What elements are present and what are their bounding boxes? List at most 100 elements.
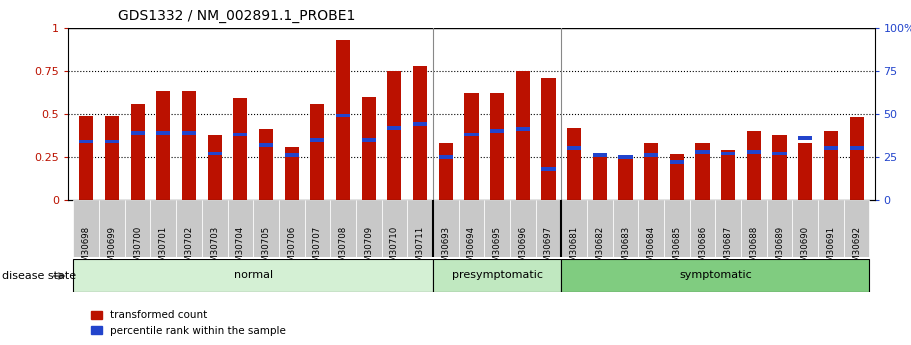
Bar: [619, 157, 632, 200]
Bar: [413, 122, 427, 126]
Bar: [561, 259, 869, 292]
Bar: [722, 150, 735, 200]
Bar: [824, 131, 838, 200]
Bar: [233, 132, 248, 136]
Bar: [105, 116, 119, 200]
Text: symptomatic: symptomatic: [679, 270, 752, 280]
Bar: [613, 200, 639, 257]
Text: GSM30710: GSM30710: [390, 226, 399, 273]
Bar: [798, 143, 813, 200]
Bar: [233, 98, 248, 200]
Bar: [664, 200, 690, 257]
Text: GSM30686: GSM30686: [698, 226, 707, 273]
Bar: [567, 128, 581, 200]
Bar: [695, 150, 710, 154]
Bar: [644, 143, 659, 200]
Bar: [253, 200, 279, 257]
Bar: [747, 131, 761, 200]
Bar: [356, 200, 382, 257]
Text: GDS1332 / NM_002891.1_PROBE1: GDS1332 / NM_002891.1_PROBE1: [118, 9, 356, 23]
Text: disease state: disease state: [2, 271, 76, 281]
Text: GSM30709: GSM30709: [364, 226, 374, 273]
Text: GSM30711: GSM30711: [415, 226, 425, 273]
Bar: [130, 131, 145, 135]
Bar: [793, 200, 818, 257]
Text: GSM30693: GSM30693: [441, 226, 450, 273]
Bar: [433, 259, 561, 292]
Bar: [259, 129, 273, 200]
Bar: [208, 135, 221, 200]
Text: GSM30699: GSM30699: [107, 226, 117, 273]
Text: GSM30695: GSM30695: [493, 226, 502, 273]
Bar: [99, 200, 125, 257]
Text: GSM30689: GSM30689: [775, 226, 784, 273]
Bar: [844, 200, 869, 257]
Bar: [824, 146, 838, 150]
Text: normal: normal: [233, 270, 272, 280]
Bar: [157, 131, 170, 135]
Text: GSM30706: GSM30706: [287, 226, 296, 273]
Bar: [773, 135, 786, 200]
Bar: [458, 200, 485, 257]
Bar: [284, 147, 299, 200]
Bar: [465, 93, 478, 200]
Bar: [715, 200, 741, 257]
Bar: [747, 150, 761, 154]
Bar: [639, 200, 664, 257]
Bar: [79, 139, 93, 144]
Text: GSM30705: GSM30705: [261, 226, 271, 273]
Bar: [541, 167, 556, 171]
Bar: [619, 155, 632, 159]
Bar: [593, 157, 607, 200]
Bar: [387, 71, 402, 200]
Text: presymptomatic: presymptomatic: [452, 270, 543, 280]
Bar: [516, 71, 530, 200]
Text: GSM30683: GSM30683: [621, 226, 630, 273]
Text: GSM30708: GSM30708: [339, 226, 348, 273]
Text: GSM30690: GSM30690: [801, 226, 810, 273]
Bar: [176, 200, 202, 257]
Bar: [311, 104, 324, 200]
Bar: [773, 152, 786, 155]
Text: GSM30687: GSM30687: [723, 226, 732, 273]
Legend: transformed count, percentile rank within the sample: transformed count, percentile rank withi…: [87, 306, 291, 340]
Bar: [228, 200, 253, 257]
Bar: [722, 152, 735, 155]
Bar: [362, 97, 376, 200]
Bar: [567, 146, 581, 150]
Text: GSM30685: GSM30685: [672, 226, 681, 273]
Text: GSM30684: GSM30684: [647, 226, 656, 273]
Text: GSM30692: GSM30692: [852, 226, 861, 273]
Bar: [125, 200, 150, 257]
Bar: [330, 200, 356, 257]
Bar: [767, 200, 793, 257]
Bar: [536, 200, 561, 257]
Bar: [311, 138, 324, 141]
Bar: [362, 138, 376, 141]
Bar: [587, 200, 613, 257]
Bar: [670, 160, 684, 164]
Bar: [259, 143, 273, 147]
Bar: [516, 127, 530, 131]
Bar: [593, 153, 607, 157]
Bar: [79, 116, 93, 200]
Bar: [387, 126, 402, 130]
Bar: [818, 200, 844, 257]
Text: GSM30696: GSM30696: [518, 226, 527, 273]
Bar: [382, 200, 407, 257]
Bar: [690, 200, 715, 257]
Bar: [130, 104, 145, 200]
Text: GSM30701: GSM30701: [159, 226, 168, 273]
Bar: [465, 132, 478, 136]
Bar: [413, 66, 427, 200]
Text: GSM30688: GSM30688: [750, 226, 758, 273]
Text: GSM30703: GSM30703: [210, 226, 220, 273]
Text: GSM30694: GSM30694: [467, 226, 476, 273]
Bar: [644, 153, 659, 157]
Bar: [105, 139, 119, 144]
Bar: [510, 200, 536, 257]
Bar: [490, 93, 504, 200]
Bar: [74, 200, 99, 257]
Bar: [695, 143, 710, 200]
Text: GSM30704: GSM30704: [236, 226, 245, 273]
